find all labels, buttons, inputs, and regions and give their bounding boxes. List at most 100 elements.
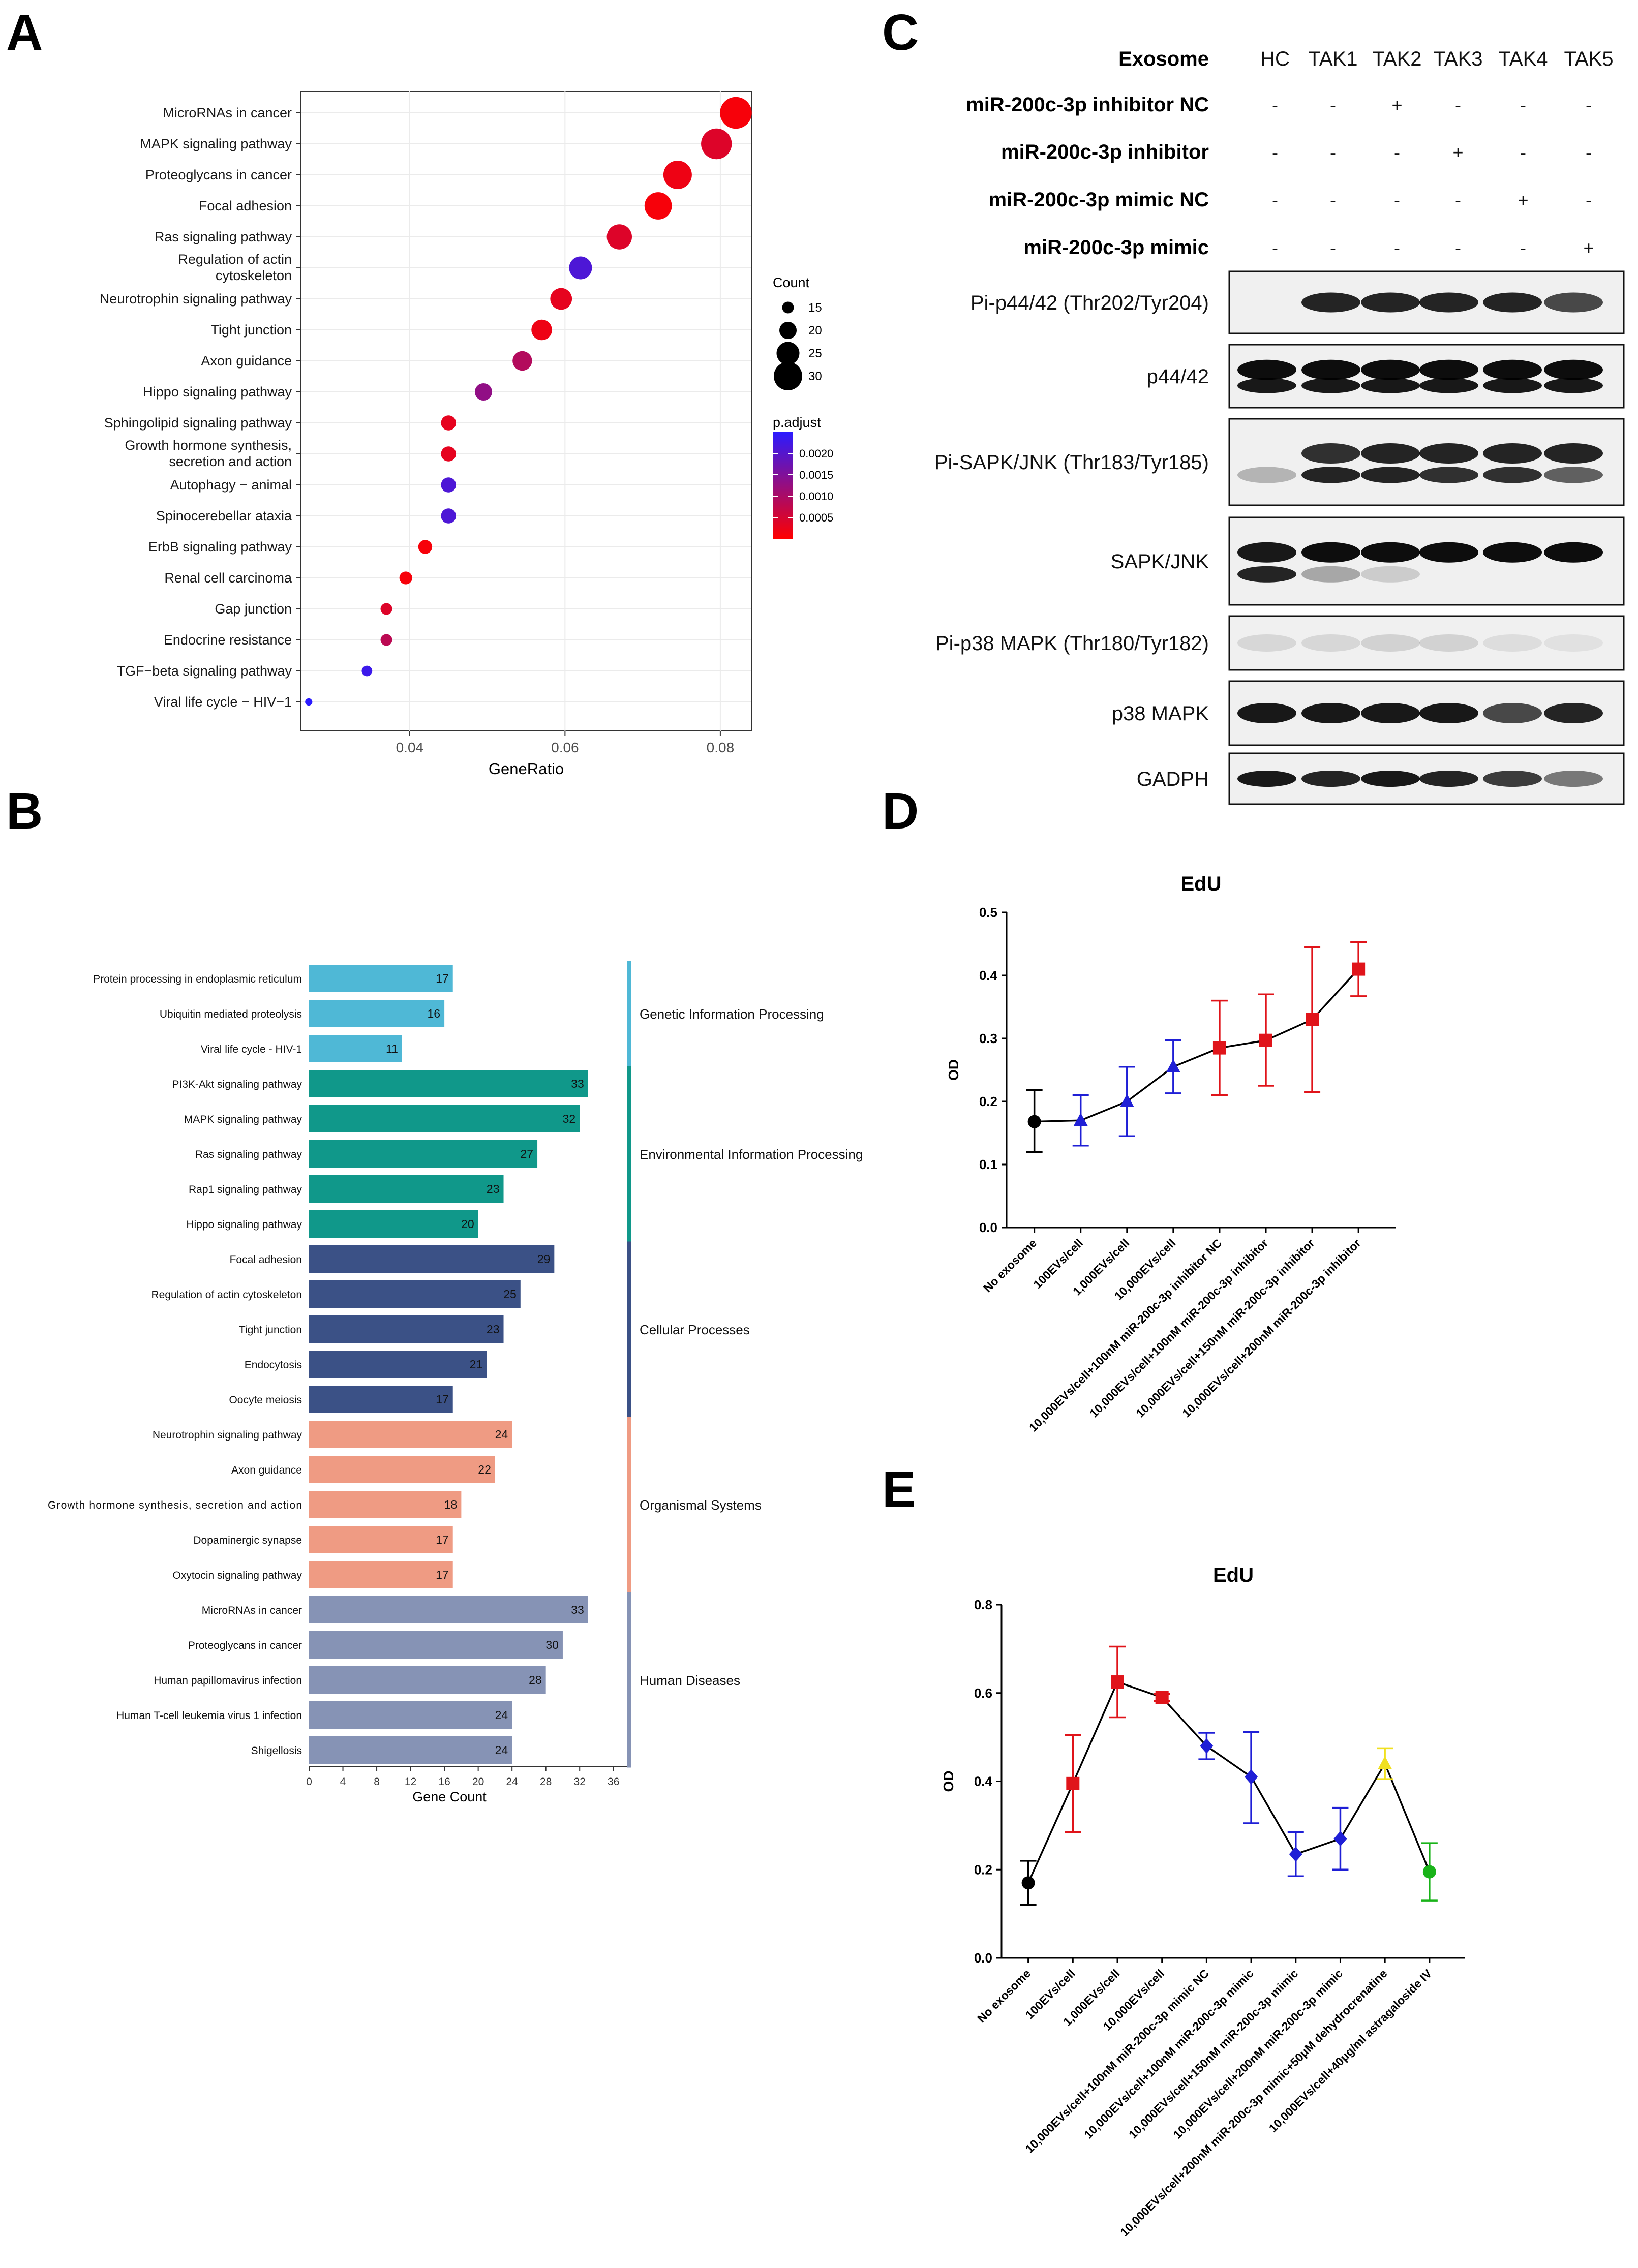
bar-value-label: 33 [571, 1077, 584, 1090]
data-point [1166, 1059, 1180, 1072]
treatment-cell: - [1394, 142, 1400, 163]
bar [309, 1421, 512, 1448]
legend-size-label: 25 [808, 347, 822, 360]
y-tick-label: 0.2 [979, 1094, 997, 1109]
group-bar [627, 961, 631, 1066]
series-line [1034, 968, 1359, 1123]
blot-label: SAPK/JNK [1111, 550, 1209, 573]
bar [309, 1000, 445, 1027]
x-axis-title: GeneRatio [489, 760, 564, 778]
y-tick-label: PI3K-Akt signaling pathway [172, 1079, 302, 1090]
bar [309, 1175, 504, 1203]
bar [309, 1035, 402, 1062]
blot-box [1228, 615, 1625, 671]
blot-band [1237, 703, 1296, 723]
blot-band [1361, 359, 1420, 380]
blot-band [1419, 292, 1478, 313]
treatment-cell: - [1455, 95, 1461, 115]
group-bar [627, 1417, 631, 1592]
dot-point [720, 97, 752, 129]
blot-band [1483, 467, 1542, 483]
blot-band [1483, 634, 1542, 652]
bar-value-label: 17 [436, 972, 449, 985]
bar [309, 1701, 512, 1729]
y-axis-title: OD [946, 1059, 961, 1081]
bar [309, 1666, 546, 1694]
y-tick-label: Focal adhesion [230, 1254, 302, 1266]
group-label: Organismal Systems [640, 1497, 762, 1513]
data-point [1119, 1094, 1134, 1107]
legend-size-dot [774, 362, 802, 390]
treatment-cell: + [1391, 95, 1402, 115]
treatment-cell: - [1330, 190, 1336, 210]
data-point [1259, 1033, 1272, 1047]
blot-band [1544, 378, 1603, 393]
x-tick-label: 28 [540, 1776, 552, 1788]
blot-band [1544, 634, 1603, 652]
blot-band [1544, 443, 1603, 464]
x-tick-label: 10,000EVs/cell+150nM miR-200c-3p inhibit… [1133, 1236, 1317, 1420]
blot-band [1419, 378, 1478, 393]
blot-band [1361, 542, 1420, 563]
bar-value-label: 17 [436, 1533, 449, 1546]
bar [309, 1631, 563, 1659]
x-tick-label: 32 [574, 1776, 586, 1788]
plot-frame [300, 91, 752, 731]
blot-band [1237, 634, 1296, 652]
bar [309, 1596, 588, 1623]
dot-point [644, 192, 672, 220]
dot-point [399, 571, 412, 585]
y-tick-label: Viral life cycle − HIV−1 [154, 694, 292, 710]
dot-point [441, 446, 457, 462]
x-tick-label: 10,000EVs/cell+200nM miR-200c-3p inhibit… [1179, 1236, 1363, 1420]
panel-label-e: E [882, 1461, 916, 1518]
x-tick-label: 0.04 [396, 740, 424, 755]
data-point [1422, 1865, 1436, 1879]
bar [309, 1456, 495, 1483]
y-tick-label: 0.2 [974, 1862, 992, 1877]
bar-value-label: 20 [461, 1217, 474, 1231]
y-tick-label: Growth hormone synthesis, [125, 438, 292, 453]
group-bar [627, 1241, 631, 1417]
dot-point [305, 698, 313, 706]
group-label: Genetic Information Processing [640, 1006, 824, 1022]
data-point [1111, 1675, 1124, 1689]
y-tick-label: Human T-cell leukemia virus 1 infection [116, 1710, 302, 1722]
blot-label: p38 MAPK [1112, 702, 1209, 725]
treatment-cell: + [1583, 237, 1594, 258]
y-tick-label: Ras signaling pathway [195, 1149, 302, 1160]
dot-point [512, 351, 532, 371]
blot-band [1419, 771, 1478, 787]
colorbar-tick-label: 0.0010 [799, 490, 833, 503]
bar-value-label: 33 [571, 1603, 584, 1616]
lane-header: TAK3 [1433, 48, 1482, 70]
x-tick-label: 10,000EVs/cell+100nM miR-200c-3p inhibit… [1087, 1236, 1270, 1420]
panel-label-d: D [882, 783, 919, 840]
blot-band [1301, 359, 1360, 380]
colorbar-tick-label: 0.0015 [799, 469, 833, 481]
x-tick-label: 8 [374, 1776, 380, 1788]
y-tick-label: cytoskeleton [216, 268, 292, 283]
data-point [1027, 1115, 1041, 1128]
data-point [1378, 1756, 1392, 1769]
dot-point [361, 665, 373, 677]
treatment-cell: - [1520, 237, 1526, 258]
blot-band [1301, 703, 1360, 723]
y-tick-label: Ubiquitin mediated proteolysis [160, 1008, 302, 1020]
y-tick-label: TGF−beta signaling pathway [117, 663, 292, 679]
dot-point [550, 288, 572, 310]
bar-value-label: 16 [428, 1007, 441, 1020]
treatment-label: miR-200c-3p inhibitor [1001, 141, 1209, 163]
chart-title: EdU [1213, 1564, 1254, 1586]
legend-size-dot [782, 301, 794, 314]
colorbar-tick-label: 0.0005 [799, 511, 833, 524]
bar-value-label: 23 [487, 1323, 500, 1336]
treatment-cell: - [1586, 95, 1592, 115]
y-tick-label: Oocyte meiosis [229, 1394, 302, 1406]
x-tick-label: 36 [608, 1776, 619, 1788]
blot-band [1419, 443, 1478, 464]
y-tick-label: Proteoglycans in cancer [188, 1640, 302, 1651]
bar-value-label: 24 [495, 1743, 508, 1757]
blot-band [1361, 443, 1420, 464]
